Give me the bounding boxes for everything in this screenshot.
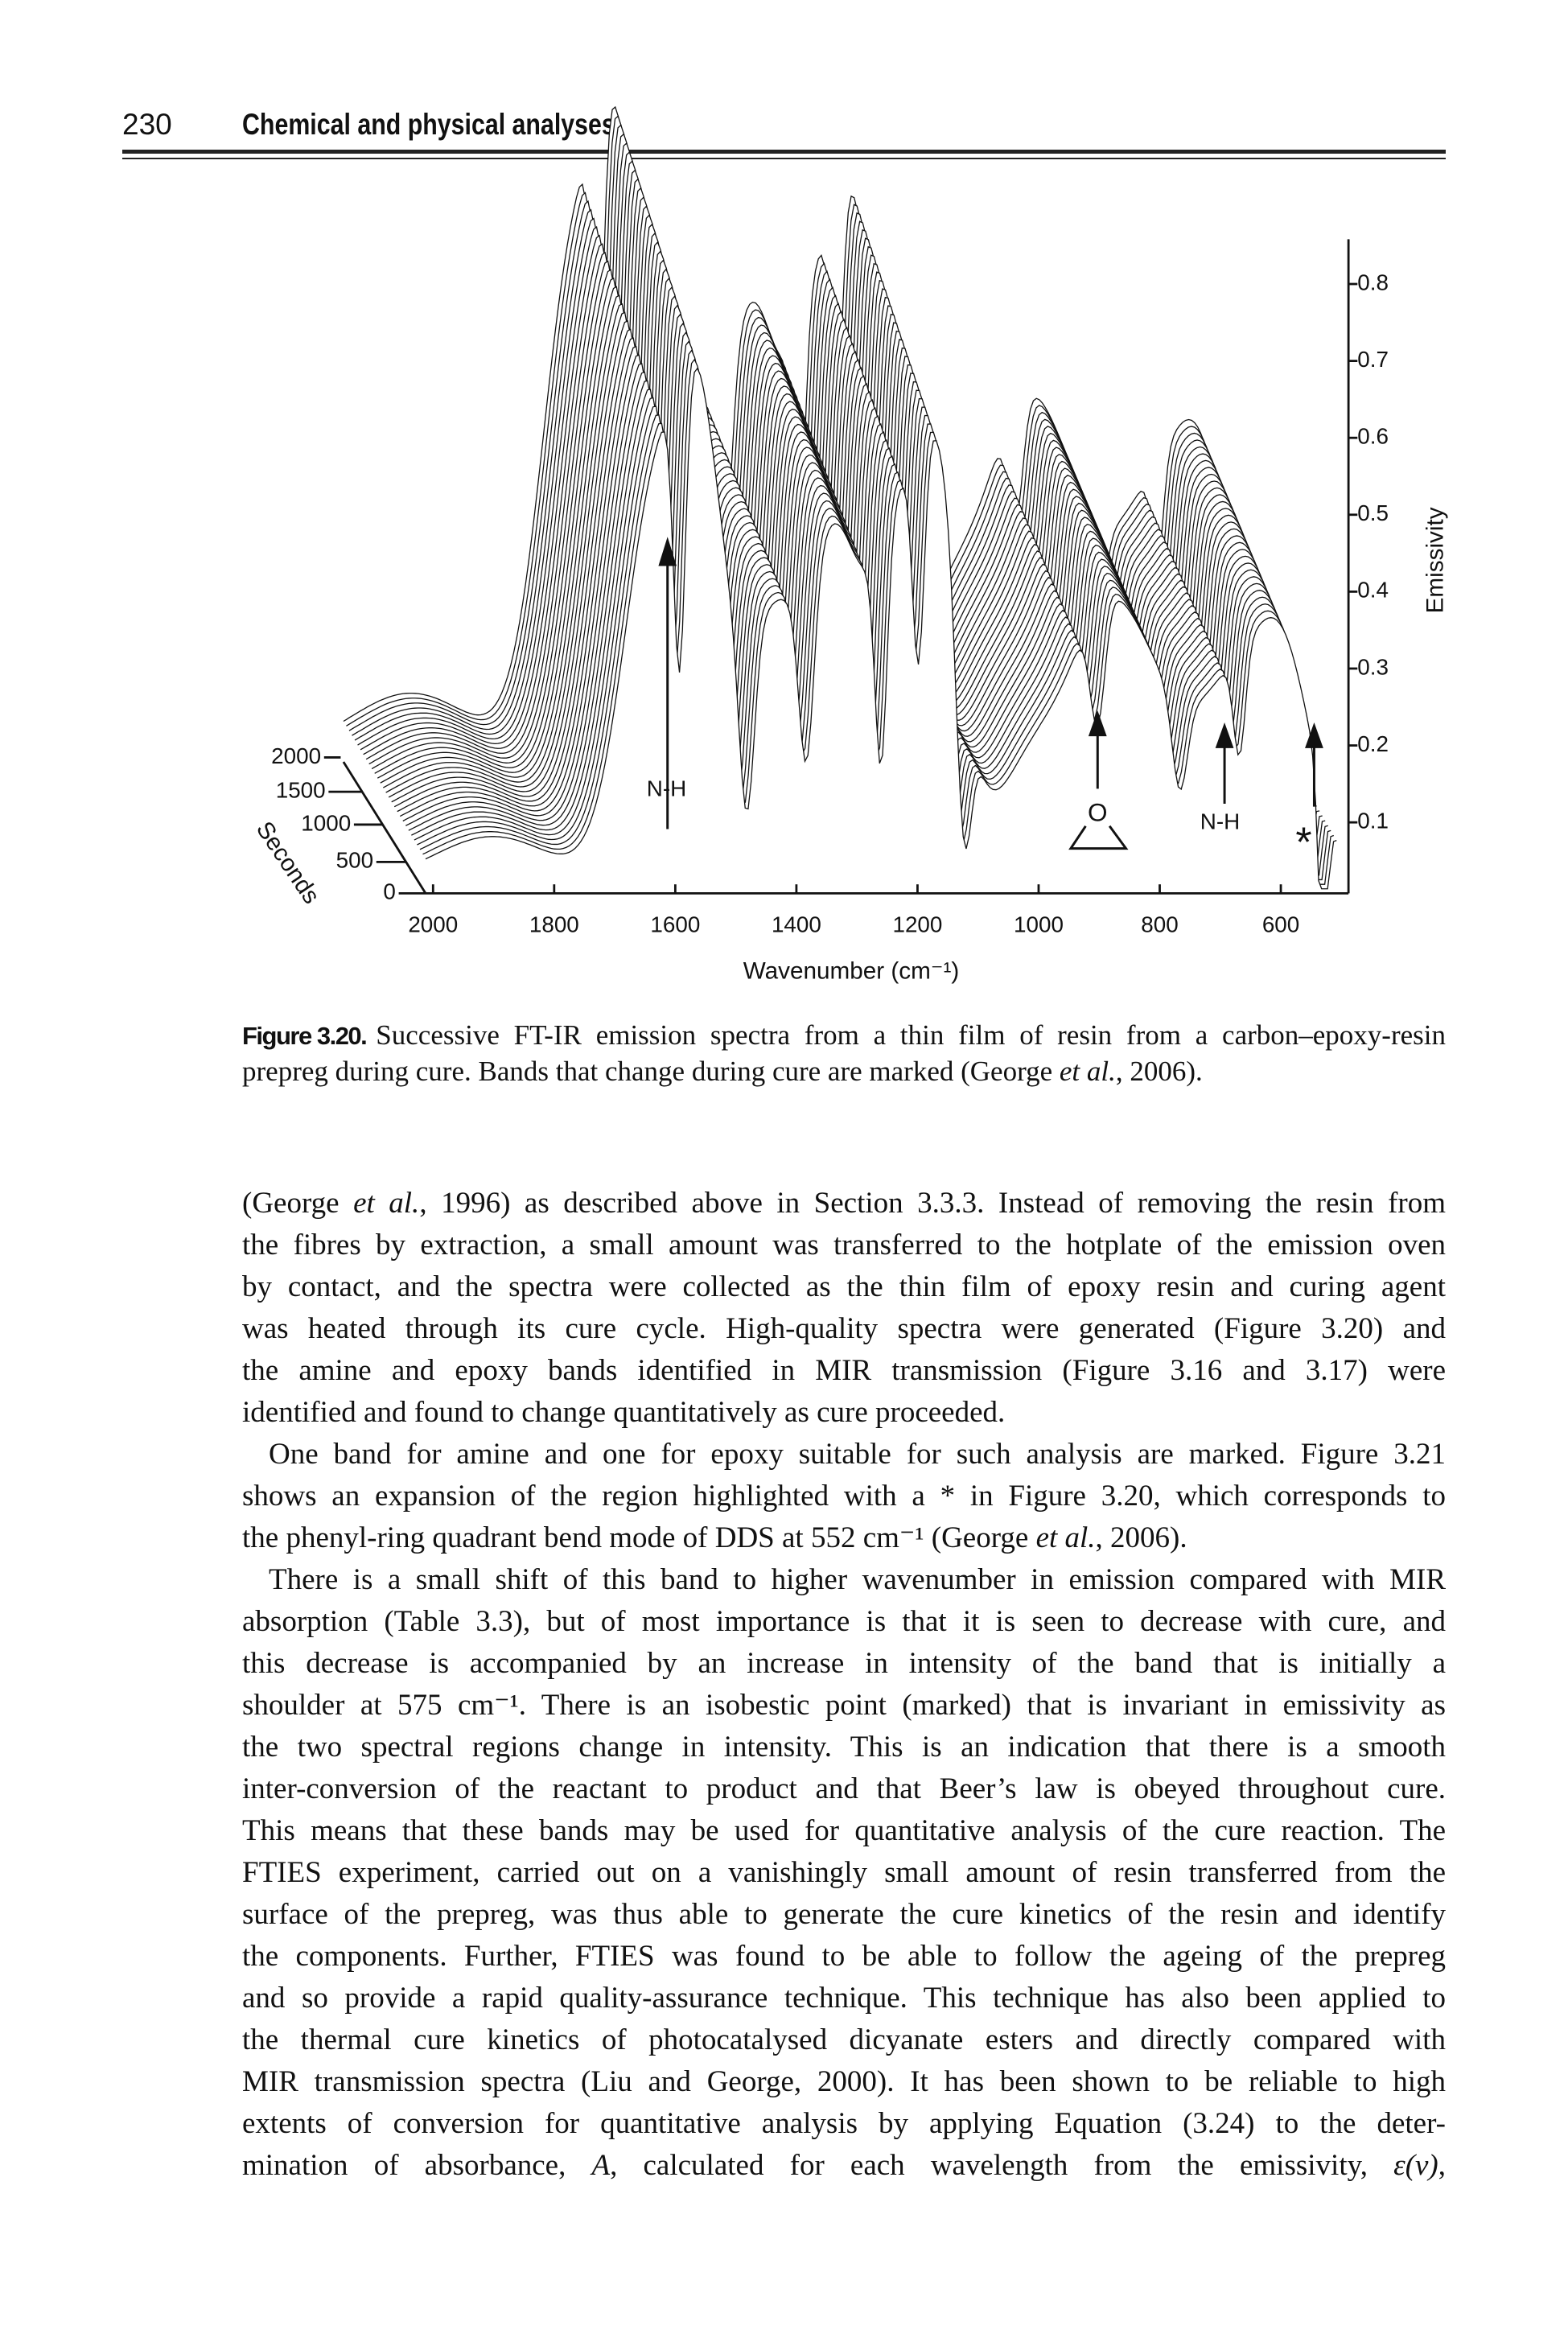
text-line: prepreg during cure. Bands that change d… bbox=[242, 1053, 1446, 1089]
x-tick-label: 800 bbox=[1141, 912, 1178, 937]
italic-text: A bbox=[591, 2149, 611, 2182]
axes bbox=[323, 239, 1358, 895]
text-line: was heated through its cure cycle. High-… bbox=[242, 1312, 1446, 1345]
annotation: * bbox=[1295, 820, 1311, 866]
z-tick-label: 0 bbox=[383, 879, 395, 904]
text-line: This means that these bands may be used … bbox=[242, 1814, 1446, 1847]
text-line: absorption (Table 3.3), but of most impo… bbox=[242, 1605, 1446, 1638]
annotation: N-H bbox=[647, 776, 686, 801]
text-line: FTIES experiment, carried out on a vanis… bbox=[242, 1856, 1446, 1889]
text-line: and so provide a rapid quality-assurance… bbox=[242, 1982, 1446, 2015]
text-run: Successive FT-IR emission spectra from a… bbox=[376, 1019, 1446, 1051]
annotation: O bbox=[1088, 797, 1108, 826]
x-tick-label: 2000 bbox=[408, 912, 458, 937]
text-line: (George et al., 1996) as described above… bbox=[242, 1183, 1446, 1225]
text-run: the phenyl-ring quadrant bend mode of DD… bbox=[242, 1521, 1036, 1554]
text-line: the phenyl-ring quadrant bend mode of DD… bbox=[242, 1517, 1446, 1559]
z-tick-label: 1500 bbox=[276, 777, 326, 802]
text-line: the thermal cure kinetics of photocataly… bbox=[242, 2023, 1446, 2056]
figure-label: Figure 3.20. bbox=[242, 1022, 368, 1050]
y-tick-label: 0.3 bbox=[1357, 654, 1389, 679]
arrow-head bbox=[1088, 710, 1107, 737]
z-tick-label: 2000 bbox=[271, 743, 321, 768]
text-run: , 2006). bbox=[1095, 1521, 1187, 1554]
header-rule-thin bbox=[122, 158, 1446, 159]
epoxide-ring bbox=[1068, 825, 1129, 850]
header-rule bbox=[122, 150, 1446, 154]
page-number: 230 bbox=[122, 108, 172, 141]
text-line: MIR transmission spectra (Liu and George… bbox=[242, 2065, 1446, 2098]
spectra bbox=[343, 105, 1337, 894]
x-tick-label: 600 bbox=[1262, 912, 1299, 937]
body-text: (George et al., 1996) as described above… bbox=[242, 1183, 1446, 2187]
x-tick-label: 1000 bbox=[1014, 912, 1064, 937]
text-run: mination of absorbance, bbox=[242, 2149, 592, 2182]
text-line: shoulder at 575 cm⁻¹. There is an isobes… bbox=[242, 1689, 1446, 1722]
text-line: the amine and epoxy bands identified in … bbox=[242, 1354, 1446, 1387]
x-tick-label: 1200 bbox=[892, 912, 942, 937]
y-axis-label: Emissivity bbox=[1422, 507, 1448, 613]
text-line: extents of conversion for quantitative a… bbox=[242, 2107, 1446, 2140]
italic-text: et al. bbox=[1035, 1521, 1096, 1554]
text-line: Figure 3.20. Successive FT-IR emission sp… bbox=[242, 1017, 1446, 1053]
text-line: One band for amine and one for epoxy sui… bbox=[269, 1438, 1446, 1471]
y-tick-label: 0.2 bbox=[1357, 731, 1389, 756]
text-line: the fibres by extraction, a small amount… bbox=[242, 1229, 1446, 1262]
annotations bbox=[658, 537, 1323, 850]
text-line: this decrease is accompanied by an incre… bbox=[242, 1647, 1446, 1680]
y-tick-label: 0.8 bbox=[1357, 270, 1389, 294]
arrow-head bbox=[1215, 722, 1234, 748]
x-tick-label: 1400 bbox=[772, 912, 821, 937]
text-run: , calculated for each wavelength from th… bbox=[610, 2149, 1394, 2182]
y-tick-label: 0.6 bbox=[1357, 424, 1389, 449]
spectrum bbox=[425, 367, 1337, 890]
arrow-head bbox=[658, 537, 677, 566]
text-line: There is a small shift of this band to h… bbox=[269, 1563, 1446, 1596]
z-tick-label: 1000 bbox=[301, 810, 351, 835]
arrow-head bbox=[1305, 722, 1323, 748]
italic-text: et al. bbox=[353, 1187, 420, 1220]
italic-text: ε(ν) bbox=[1393, 2149, 1438, 2182]
z-axis-line bbox=[342, 761, 427, 895]
text-run: , bbox=[1438, 2149, 1447, 2182]
figure: N-H O N-H * Wavenumber (cm⁻¹) Emissivity… bbox=[251, 105, 1448, 985]
y-tick-label: 0.7 bbox=[1357, 347, 1389, 372]
y-tick-label: 0.4 bbox=[1357, 578, 1389, 603]
text-line: the two spectral regions change in inten… bbox=[242, 1731, 1446, 1764]
x-tick-label: 1800 bbox=[529, 912, 579, 937]
text-run: , 1996) as described above in Section 3.… bbox=[419, 1187, 1446, 1220]
y-tick-label: 0.1 bbox=[1357, 809, 1389, 833]
text-run: (George bbox=[242, 1187, 354, 1220]
figure-caption: Figure 3.20. Successive FT-IR emission sp… bbox=[242, 1017, 1446, 1089]
text-line: surface of the prepreg, was thus able to… bbox=[242, 1898, 1446, 1931]
y-tick-label: 0.5 bbox=[1357, 500, 1389, 525]
text-line: by contact, and the spectra were collect… bbox=[242, 1270, 1446, 1303]
text-line: shows an expansion of the region highlig… bbox=[242, 1480, 1446, 1513]
x-axis-label: Wavenumber (cm⁻¹) bbox=[743, 958, 960, 985]
text-line: the components. Further, FTIES was found… bbox=[242, 1940, 1446, 1973]
text-line: mination of absorbance, A, calculated fo… bbox=[242, 2145, 1446, 2187]
running-title: Chemical and physical analyses bbox=[242, 108, 615, 141]
x-tick-label: 1600 bbox=[650, 912, 700, 937]
spectrum-fill bbox=[426, 368, 1337, 894]
italic-text: et al. bbox=[1059, 1056, 1116, 1087]
text-run: prepreg during cure. Bands that change d… bbox=[242, 1056, 1060, 1087]
text-run: , 2006). bbox=[1115, 1056, 1203, 1087]
text-line: inter-conversion of the reactant to prod… bbox=[242, 1772, 1446, 1805]
annotation: N-H bbox=[1200, 809, 1240, 833]
text-line: identified and found to change quantitat… bbox=[242, 1396, 1006, 1429]
z-tick-label: 500 bbox=[336, 848, 373, 873]
